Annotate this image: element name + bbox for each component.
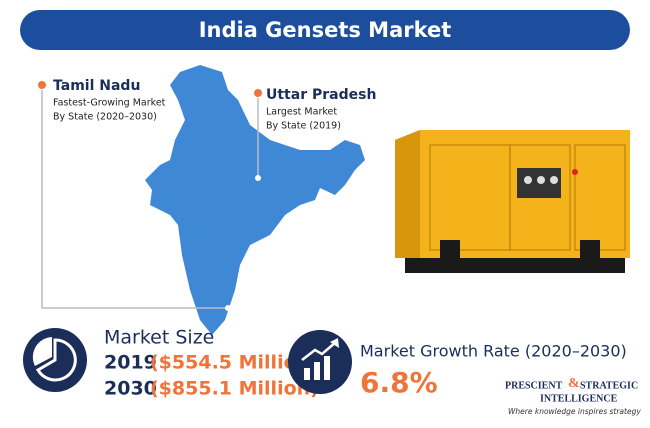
tamil-nadu-name: Tamil Nadu xyxy=(53,78,140,94)
tamil-nadu-line1: Fastest-Growing Market xyxy=(53,98,166,109)
growth-icon-arrowhead xyxy=(330,338,339,348)
generator-door xyxy=(509,144,571,251)
pie-icon-slice xyxy=(32,337,52,366)
uttar-pradesh-dot xyxy=(254,89,262,97)
tamil-nadu-point xyxy=(225,305,231,311)
logo-amp: & xyxy=(568,376,580,391)
logo-tagline: Where knowledge inspires strategy xyxy=(508,407,641,416)
logo-word: STRATEGIC xyxy=(580,380,638,391)
growth-value: 6.8% xyxy=(360,366,438,399)
generator-body xyxy=(395,130,630,258)
title-bar xyxy=(20,10,630,50)
growth-icon-bar xyxy=(324,356,330,380)
uttar-pradesh-line2: By State (2019) xyxy=(266,121,341,132)
uttar-pradesh-point xyxy=(255,175,261,181)
tamil-nadu-line2: By State (2020–2030) xyxy=(53,112,157,123)
growth-label: Market Growth Rate (2020–2030) xyxy=(360,342,627,361)
india-map xyxy=(145,65,365,335)
logo-word: PRESCIENT xyxy=(505,380,563,391)
year: 2019 xyxy=(104,352,157,374)
growth-icon-arrow xyxy=(301,341,337,361)
value: ($554.5 Million) xyxy=(150,352,319,374)
generator-button xyxy=(572,169,578,175)
growth-icon-bar xyxy=(304,368,310,380)
year: 2030 xyxy=(104,378,157,400)
generator-foot xyxy=(440,240,460,260)
uttar-pradesh-line1: Largest Market xyxy=(266,107,337,118)
market-size-label: Market Size xyxy=(104,327,214,349)
tamil-nadu-dot xyxy=(38,81,46,89)
pie-icon xyxy=(35,338,77,382)
generator xyxy=(395,130,630,273)
uttar-pradesh-name: Uttar Pradesh xyxy=(266,87,376,103)
generator-gauge xyxy=(537,176,545,184)
generator-gauge xyxy=(524,176,532,184)
generator-gauge xyxy=(550,176,558,184)
tamil-nadu-leader xyxy=(41,90,228,309)
generator-foot xyxy=(580,240,600,260)
title: India Gensets Market xyxy=(199,18,452,42)
value: ($855.1 Million) xyxy=(150,378,319,400)
logo-word: INTELLIGENCE xyxy=(540,393,618,404)
generator-side xyxy=(395,130,420,258)
growth-icon-bar xyxy=(314,362,320,380)
